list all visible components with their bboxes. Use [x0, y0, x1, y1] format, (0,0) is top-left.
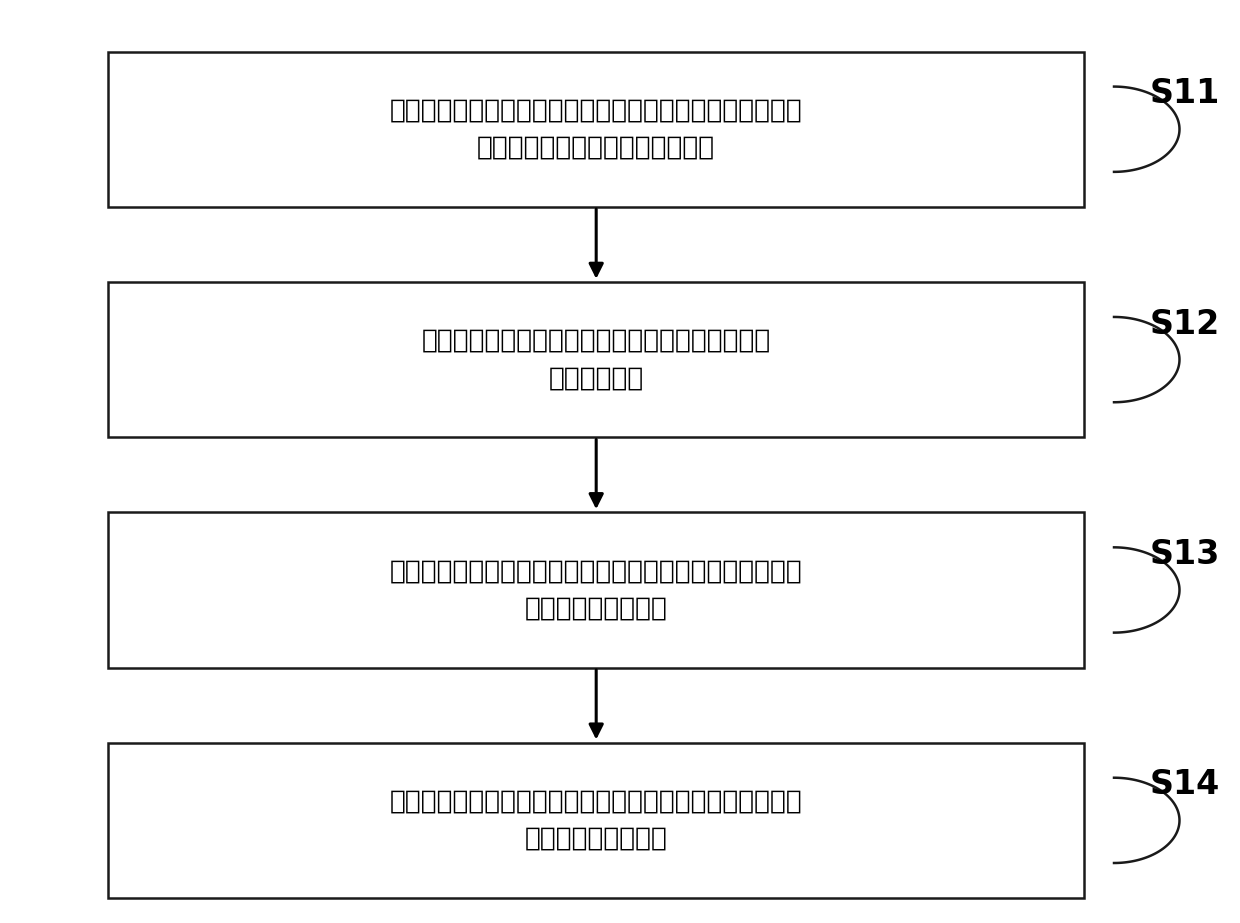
Text: 用电设备进行聚类，生成聚类结果: 用电设备进行聚类，生成聚类结果: [477, 135, 715, 161]
Text: S13: S13: [1149, 538, 1220, 571]
Text: 多个能量区块: 多个能量区块: [548, 366, 644, 391]
Text: 时段的第三能量区块: 时段的第三能量区块: [525, 826, 667, 852]
Bar: [108, 512, 1084, 667]
Text: 获取用电设备的负荷特性，并根据用电设备的负荷特性，对: 获取用电设备的负荷特性，并根据用电设备的负荷特性，对: [389, 98, 802, 124]
Text: 根据用电设备的用电时段对第二能量区块进行划分，形成分: 根据用电设备的用电时段对第二能量区块进行划分，形成分: [389, 789, 802, 815]
Bar: [108, 743, 1084, 898]
Text: 根据用电设备的用电地区对第一能量区块进行划分，形成分: 根据用电设备的用电地区对第一能量区块进行划分，形成分: [389, 558, 802, 584]
Bar: [108, 52, 1084, 207]
Bar: [108, 282, 1084, 438]
Text: 地区的第二能量区块: 地区的第二能量区块: [525, 595, 667, 621]
Text: S12: S12: [1149, 307, 1220, 341]
Text: S11: S11: [1149, 78, 1220, 110]
Text: S14: S14: [1149, 769, 1220, 801]
Text: 根据聚类结果将用电设备进行划分，形成分类型的: 根据聚类结果将用电设备进行划分，形成分类型的: [422, 328, 771, 354]
